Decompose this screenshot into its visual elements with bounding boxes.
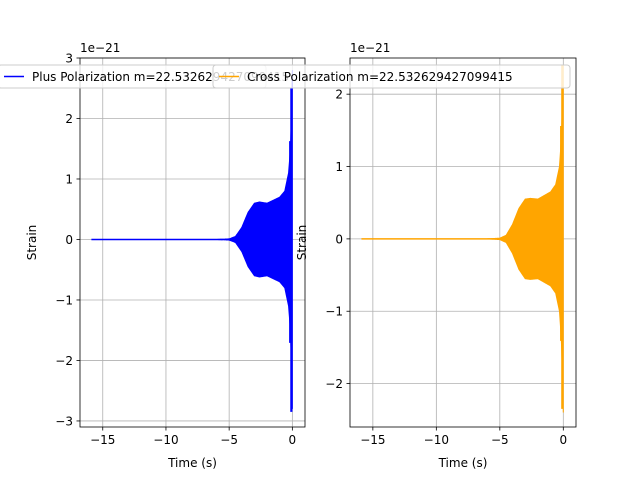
y-tick-label: 2 <box>335 88 343 102</box>
y-tick-label: 0 <box>335 232 343 246</box>
y-tick-label: −1 <box>55 293 73 307</box>
y-offset-text: 1e−21 <box>350 41 390 55</box>
legend-label-cross: Cross Polarization m=22.532629427099415 <box>247 70 513 84</box>
x-tick-label: −15 <box>360 433 385 447</box>
legend: Cross Polarization m=22.532629427099415 <box>212 64 571 89</box>
x-tick-label: −10 <box>424 433 449 447</box>
axes-frame <box>349 57 577 428</box>
x-tick-label: 0 <box>289 433 297 447</box>
y-offset-text: 1e−21 <box>80 41 120 55</box>
x-tick-label: −15 <box>90 433 115 447</box>
y-tick-label: −1 <box>325 305 343 319</box>
y-tick-label: −2 <box>55 354 73 368</box>
y-axis-label: Strain <box>25 225 39 261</box>
x-tick-label: 0 <box>559 433 567 447</box>
x-tick-label: −5 <box>491 433 509 447</box>
y-tick-label: 2 <box>65 112 73 126</box>
y-tick-label: 3 <box>65 52 73 66</box>
x-axis-label: Time (s) <box>167 456 217 470</box>
x-axis-label: Time (s) <box>438 456 488 470</box>
y-axis-label: Strain <box>295 225 309 261</box>
y-tick-label: 0 <box>65 233 73 247</box>
y-tick-label: −3 <box>55 414 73 428</box>
x-tick-label: −10 <box>153 433 178 447</box>
axes-frame <box>79 57 306 428</box>
y-tick-label: 1 <box>335 160 343 174</box>
x-tick-label: −5 <box>220 433 238 447</box>
y-tick-label: −2 <box>325 377 343 391</box>
y-tick-label: 1 <box>65 172 73 186</box>
legend-box <box>212 64 571 89</box>
